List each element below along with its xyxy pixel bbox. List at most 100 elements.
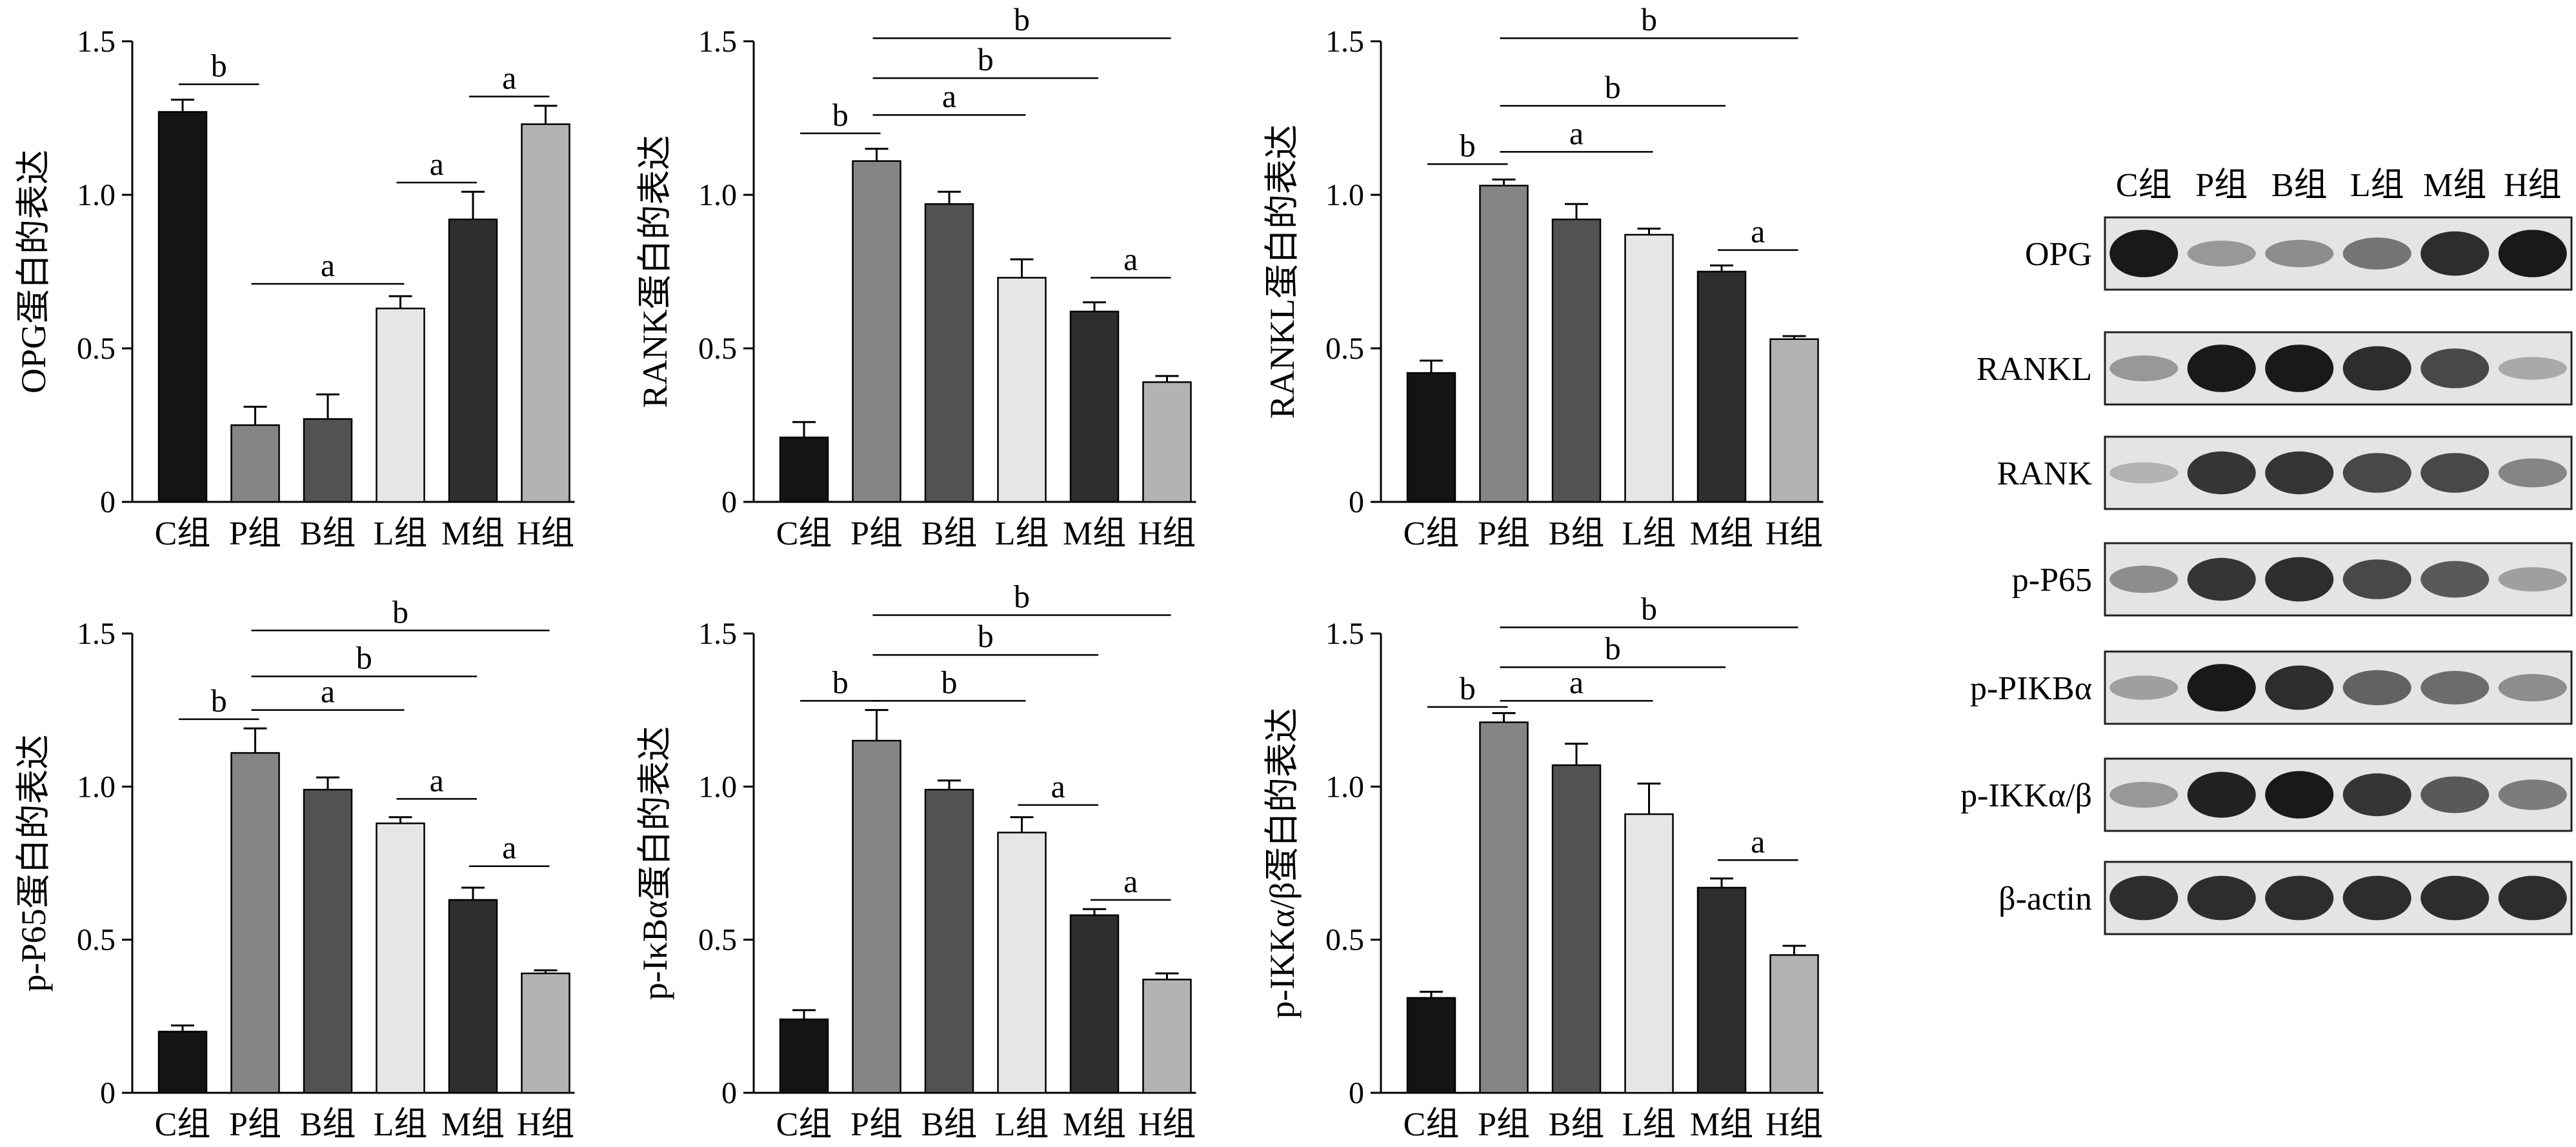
category-label: M组 <box>441 515 505 552</box>
significance-letter: a <box>321 247 335 283</box>
blot-strip <box>2104 435 2573 510</box>
blot-band <box>2109 782 2179 808</box>
bar-1 <box>157 1030 208 1094</box>
bar-6 <box>521 972 570 1094</box>
significance-letter: b <box>978 618 994 654</box>
significance-letter: b <box>1641 591 1657 627</box>
y-tick-label: 0.5 <box>77 332 116 366</box>
blot-band <box>2498 458 2567 488</box>
blot-band <box>2342 773 2411 817</box>
blot-lane-label: C组 <box>2116 167 2172 204</box>
bar-4 <box>1624 234 1674 503</box>
blot-strip <box>2104 216 2573 291</box>
bar-6 <box>1769 338 1819 503</box>
blot-row-2: RANKL <box>1977 331 2573 406</box>
bar-3 <box>924 203 974 503</box>
blot-band <box>2265 451 2334 495</box>
blot-band <box>2265 665 2334 710</box>
blot-row-label: OPG <box>2025 236 2092 273</box>
significance-letter: a <box>1751 823 1765 859</box>
category-label: M组 <box>441 1106 505 1143</box>
y-axis-label: p-P65蛋白的表达 <box>14 734 53 992</box>
y-tick-label: 1.5 <box>77 25 116 59</box>
y-tick-label: 1.5 <box>698 25 737 59</box>
blot-row-label: RANK <box>1997 455 2093 492</box>
category-label: P组 <box>229 1106 281 1143</box>
bar-1 <box>1406 372 1456 503</box>
category-label: H组 <box>1138 1106 1196 1143</box>
blot-row-4: p-P65 <box>2012 542 2573 617</box>
blot-lane-label: M组 <box>2423 167 2486 204</box>
significance-letter: b <box>211 48 227 84</box>
blot-band <box>2109 355 2179 381</box>
significance-letter: a <box>430 146 444 182</box>
blot-row-label: p-P65 <box>2012 562 2092 599</box>
category-label: P组 <box>850 1106 903 1143</box>
category-label: C组 <box>776 1106 832 1143</box>
y-axis-label: OPG蛋白的表达 <box>14 150 53 394</box>
blot-band <box>2187 772 2256 818</box>
category-label: C组 <box>776 515 832 552</box>
blot-row-5: p-PIKBα <box>1970 650 2573 725</box>
significance-letter: a <box>1123 863 1138 899</box>
blot-band <box>2342 875 2411 921</box>
category-label: M组 <box>1690 515 1753 552</box>
bar-6 <box>1142 381 1192 503</box>
category-label: C组 <box>155 1106 211 1143</box>
category-label: C组 <box>1404 515 1460 552</box>
category-label: M组 <box>1063 515 1126 552</box>
y-tick-label: 1.5 <box>1325 25 1364 59</box>
bar-5 <box>1696 270 1747 503</box>
significance-letter: b <box>356 639 372 675</box>
significance-letter: b <box>941 664 958 700</box>
category-label: H组 <box>1766 515 1824 552</box>
category-label: L组 <box>1622 1106 1676 1143</box>
blot-band <box>2187 557 2256 601</box>
y-tick-label: 0 <box>721 485 737 519</box>
y-tick-label: 0 <box>100 1076 116 1110</box>
blot-row-label: p-PIKBα <box>1970 670 2092 707</box>
bar-3 <box>1551 764 1602 1094</box>
bar-4 <box>376 307 425 503</box>
blot-band <box>2109 565 2179 593</box>
significance-letter: b <box>1014 1 1030 37</box>
significance-letter: a <box>1123 241 1138 277</box>
significance-letter: b <box>1460 670 1476 706</box>
bar-2 <box>230 424 280 503</box>
category-label: L组 <box>1622 515 1676 552</box>
y-tick-label: 0.5 <box>1325 332 1364 366</box>
bar-5 <box>448 899 498 1094</box>
bar-3 <box>924 788 974 1094</box>
blot-band <box>2498 779 2567 810</box>
blot-band <box>2498 673 2567 702</box>
blot-band <box>2498 875 2567 921</box>
bar-3 <box>303 788 353 1094</box>
bar-5 <box>448 218 498 503</box>
category-label: B组 <box>1549 1106 1605 1143</box>
blot-band <box>2420 453 2490 493</box>
blot-band <box>2498 567 2567 592</box>
blot-band <box>2187 875 2256 921</box>
category-label: B组 <box>300 1106 356 1143</box>
significance-letter: a <box>502 60 516 96</box>
significance-letter: b <box>1460 127 1476 163</box>
significance-letter: b <box>832 97 849 133</box>
category-label: L组 <box>374 1106 428 1143</box>
y-tick-label: 0.5 <box>1325 923 1364 957</box>
significance-letter: b <box>1605 69 1621 105</box>
bar-6 <box>1769 954 1819 1094</box>
blot-row-1: OPG <box>2025 216 2573 291</box>
blot-band <box>2265 239 2334 268</box>
category-label: H组 <box>517 515 575 552</box>
bar-5 <box>1069 310 1120 503</box>
category-label: M组 <box>1063 1106 1126 1143</box>
western-blot-panel: C组 P组 B组 L组 M组 H组 OPG RANKL RANK p-P65 p-PIKBα p-IK… <box>1960 167 2573 935</box>
blot-strip <box>2104 331 2573 406</box>
blot-band <box>2420 671 2490 704</box>
y-tick-label: 0 <box>1349 1076 1364 1110</box>
bar-3 <box>1551 218 1602 503</box>
bar-3 <box>303 418 353 503</box>
category-label: B组 <box>921 515 978 552</box>
bar-1 <box>1406 997 1456 1094</box>
